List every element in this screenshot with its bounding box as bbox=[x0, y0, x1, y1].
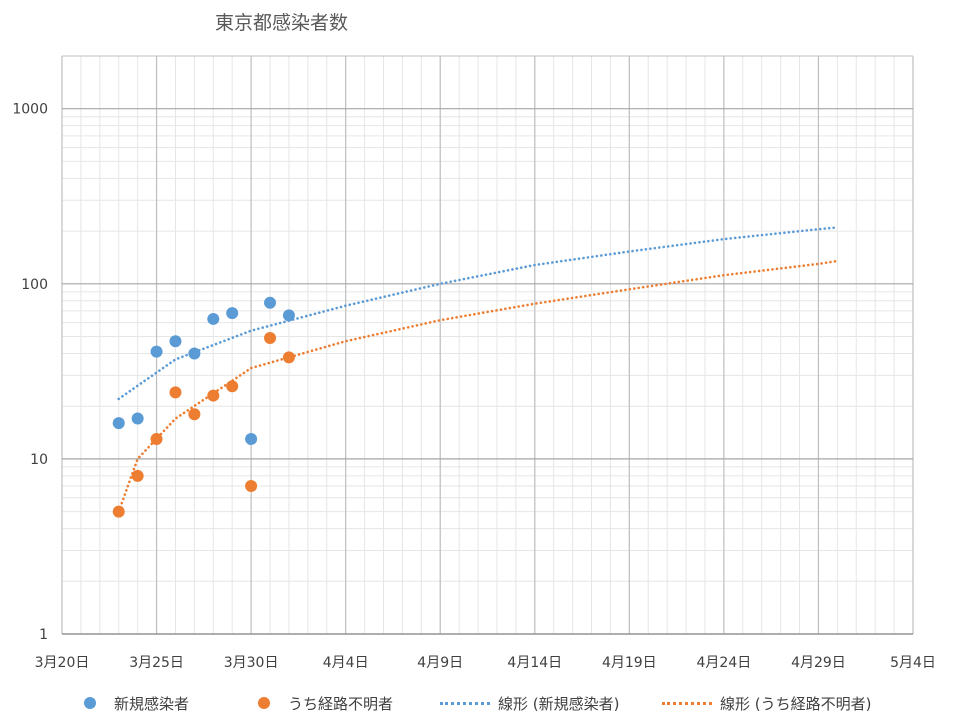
data-point-series-1 bbox=[264, 296, 277, 309]
legend-label-trend-2: 線形 (うち経路不明者) bbox=[720, 694, 872, 713]
legend-marker-series-1 bbox=[84, 697, 96, 709]
x-tick-label: 3月20日 bbox=[35, 655, 90, 671]
data-point-series-1 bbox=[169, 335, 182, 348]
data-point-series-1 bbox=[150, 345, 163, 358]
data-point-series-1 bbox=[207, 312, 220, 325]
x-tick-label: 3月30日 bbox=[224, 655, 279, 671]
data-point-series-2 bbox=[131, 469, 144, 482]
x-tick-label: 4月24日 bbox=[697, 655, 752, 671]
x-tick-label: 4月29日 bbox=[791, 655, 846, 671]
data-point-series-1 bbox=[112, 417, 125, 430]
data-point-series-2 bbox=[282, 351, 295, 364]
x-tick-label: 5月4日 bbox=[890, 655, 936, 671]
trendline-2 bbox=[117, 259, 839, 513]
legend-label-trend-1: 線形 (新規感染者) bbox=[498, 694, 620, 713]
y-tick-label: 10 bbox=[30, 452, 48, 468]
x-tick-label: 4月9日 bbox=[417, 655, 463, 671]
y-tick-label: 1 bbox=[39, 627, 48, 643]
legend-marker-trend-1 bbox=[440, 701, 490, 705]
x-tick-label: 4月14日 bbox=[507, 655, 562, 671]
x-tick-label: 4月4日 bbox=[323, 655, 369, 671]
y-tick-label: 1000 bbox=[12, 102, 48, 118]
legend-item-trend-2: 線形 (うち経路不明者) bbox=[662, 688, 871, 718]
legend-marker-trend-2 bbox=[662, 701, 712, 705]
data-point-series-2 bbox=[207, 389, 220, 402]
legend-item-series-1: 新規感染者 bbox=[84, 688, 189, 718]
data-point-series-2 bbox=[169, 386, 182, 399]
plot-background bbox=[62, 56, 913, 634]
legend-item-trend-1: 線形 (新規感染者) bbox=[440, 688, 619, 718]
legend: 新規感染者 うち経路不明者 線形 (新規感染者) 線形 (うち経路不明者) bbox=[0, 688, 960, 718]
data-point-series-2 bbox=[188, 408, 201, 421]
trendline-1 bbox=[117, 226, 839, 401]
legend-label-series-1: 新規感染者 bbox=[114, 694, 190, 713]
chart-title: 東京都感染者数 bbox=[215, 12, 349, 34]
data-point-series-1 bbox=[188, 347, 201, 360]
data-point-series-2 bbox=[264, 332, 277, 345]
x-tick-label: 3月25日 bbox=[129, 655, 184, 671]
legend-marker-series-2 bbox=[258, 697, 270, 709]
data-point-series-2 bbox=[226, 380, 239, 393]
data-point-series-2 bbox=[150, 432, 163, 445]
legend-label-series-2: うち経路不明者 bbox=[288, 694, 394, 713]
legend-item-series-2: うち経路不明者 bbox=[258, 688, 393, 718]
plot-svg: 3月20日 3月25日 3月30日 4月4日 4月9日 4月14日 4月19日 4月24日 4月… bbox=[12, 55, 936, 671]
data-point-series-1 bbox=[131, 412, 144, 425]
y-tick-label: 100 bbox=[21, 277, 48, 293]
data-point-series-1 bbox=[282, 309, 295, 322]
x-tick-label: 4月19日 bbox=[602, 655, 657, 671]
data-point-series-2 bbox=[112, 505, 125, 518]
data-point-series-1 bbox=[226, 307, 239, 320]
data-point-series-1 bbox=[245, 432, 258, 445]
data-point-series-2 bbox=[245, 480, 258, 493]
